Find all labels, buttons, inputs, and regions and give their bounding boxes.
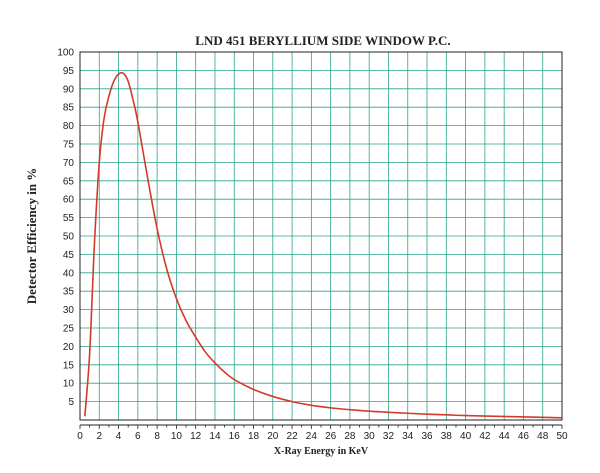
x-tick-label: 44 <box>499 431 511 442</box>
x-tick-label: 38 <box>441 431 453 442</box>
x-tick-label: 32 <box>383 431 395 442</box>
plot-frame <box>79 51 563 421</box>
x-tick-label: 10 <box>171 431 183 442</box>
y-axis: 5 10 15 20 25 30 35 40 45 50 55 60 65 70 75 80 85 90 95 100 <box>57 48 74 409</box>
x-tick-label: 14 <box>209 431 221 442</box>
y-tick-label: 10 <box>63 379 75 390</box>
grid <box>80 52 562 420</box>
y-tick-label: 45 <box>63 250 75 261</box>
y-tick-label: 35 <box>63 287 75 298</box>
x-axis-label: X-Ray Energy in KeV <box>274 446 369 457</box>
x-tick-label: 2 <box>96 431 102 442</box>
x-tick-label: 50 <box>556 431 568 442</box>
y-axis-label: Detector Efficiency in % <box>24 168 39 305</box>
y-tick-label: 80 <box>63 121 75 132</box>
x-tick-label: 30 <box>364 431 376 442</box>
x-tick-label: 46 <box>518 431 530 442</box>
x-tick-label: 0 <box>77 431 83 442</box>
x-tick-label: 12 <box>190 431 202 442</box>
x-tick-label: 16 <box>229 431 241 442</box>
y-tick-label: 50 <box>63 232 75 243</box>
x-tick-label: 8 <box>154 431 160 442</box>
x-tick-label: 4 <box>116 431 122 442</box>
x-tick-label: 20 <box>267 431 279 442</box>
y-tick-label: 25 <box>63 324 75 335</box>
x-tick-label: 6 <box>135 431 141 442</box>
x-tick-label: 40 <box>460 431 472 442</box>
y-tick-label: 60 <box>63 195 75 206</box>
y-tick-label: 55 <box>63 213 75 224</box>
chart-title: LND 451 BERYLLIUM SIDE WINDOW P.C. <box>195 33 450 48</box>
y-tick-label: 75 <box>63 140 75 151</box>
y-tick-label: 5 <box>68 397 74 408</box>
x-tick-label: 48 <box>537 431 549 442</box>
efficiency-curve <box>84 71 563 419</box>
y-tick-label: 40 <box>63 268 75 279</box>
x-tick-label: 18 <box>248 431 260 442</box>
y-tick-label: 65 <box>63 176 75 187</box>
y-tick-label: 20 <box>63 342 75 353</box>
y-tick-label: 90 <box>63 84 75 95</box>
x-tick-label: 22 <box>287 431 299 442</box>
y-tick-label: 15 <box>63 360 75 371</box>
x-tick-label: 34 <box>402 431 414 442</box>
y-tick-label: 70 <box>63 158 75 169</box>
x-tick-label: 26 <box>325 431 337 442</box>
y-tick-label: 30 <box>63 305 75 316</box>
x-tick-label: 24 <box>306 431 318 442</box>
y-tick-label: 85 <box>63 103 75 114</box>
y-tick-label: 95 <box>63 66 75 77</box>
x-tick-label: 36 <box>421 431 433 442</box>
y-tick-label: 100 <box>57 48 74 59</box>
x-tick-label: 28 <box>344 431 356 442</box>
x-tick-label: 42 <box>479 431 491 442</box>
x-axis: 0 2 4 6 8 10 12 14 16 18 20 22 24 26 28 30 32 34 36 38 40 42 4… <box>77 424 568 442</box>
